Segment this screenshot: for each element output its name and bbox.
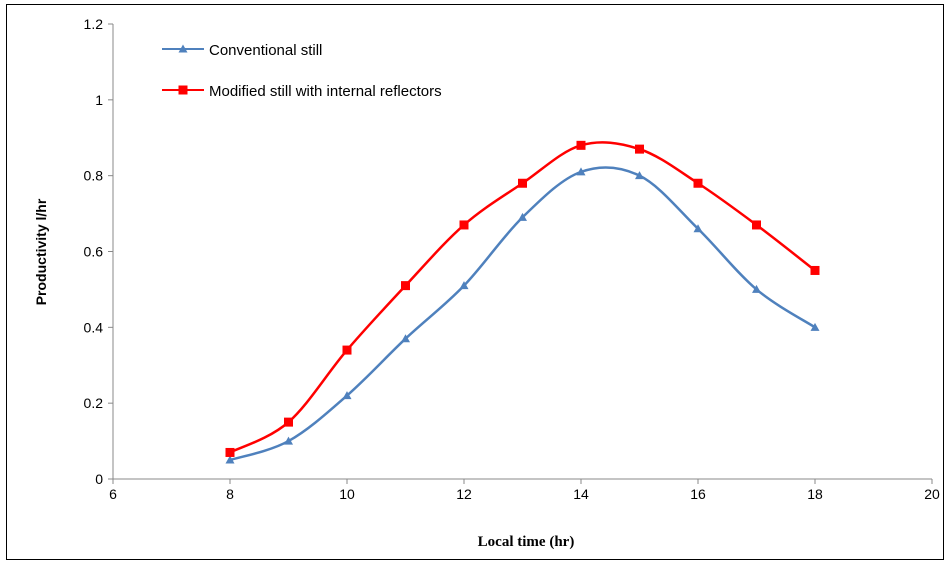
series-line-conventional	[229, 166, 816, 462]
data-point-modified	[635, 144, 644, 154]
data-point-conventional	[518, 212, 527, 221]
y-tick-label: 0.6	[84, 244, 104, 260]
data-point-modified	[284, 417, 293, 427]
legend-item-conventional: Conventional still	[162, 42, 322, 59]
x-tick-label: 18	[807, 486, 823, 502]
data-point-conventional	[810, 322, 820, 331]
data-point-conventional	[752, 284, 761, 293]
x-axis-title: Local time (hr)	[478, 534, 575, 550]
data-point-conventional	[225, 455, 235, 464]
y-tick-label: 1.2	[84, 16, 104, 32]
data-point-modified	[810, 265, 820, 275]
y-axis-title: Productivity l/hr	[33, 198, 49, 305]
data-point-modified	[401, 281, 410, 291]
data-point-modified	[576, 140, 586, 150]
chart-frame	[6, 4, 944, 560]
series-line-modified	[229, 141, 816, 454]
legend-marker-square	[178, 85, 188, 95]
data-point-modified	[342, 345, 352, 355]
data-point-modified	[693, 178, 703, 188]
y-tick-label: 0.4	[84, 319, 104, 335]
x-tick-label: 10	[339, 486, 355, 502]
x-tick-label: 12	[456, 486, 472, 502]
data-point-modified	[225, 447, 235, 457]
legend-label-conventional: Conventional still	[209, 42, 322, 59]
x-tick-label: 8	[226, 486, 234, 502]
y-tick-label: 0	[95, 471, 103, 487]
legend-marker-triangle	[178, 44, 188, 53]
data-point-conventional	[284, 436, 293, 445]
x-tick-label: 6	[109, 486, 117, 502]
legend-label-modified: Modified still with internal reflectors	[209, 83, 442, 100]
data-point-modified	[752, 220, 761, 230]
x-tick-label: 14	[573, 486, 589, 502]
x-tick-label: 16	[690, 486, 706, 502]
x-tick-label: 20	[924, 486, 940, 502]
series-layer	[225, 140, 820, 464]
data-point-conventional	[401, 334, 410, 343]
legend-item-modified: Modified still with internal reflectors	[162, 83, 442, 100]
data-point-conventional	[635, 171, 644, 180]
legend: Conventional still Modified still with i…	[162, 42, 442, 100]
data-point-conventional	[342, 391, 352, 400]
y-tick-label: 0.8	[84, 168, 104, 184]
y-tick-label: 1	[95, 92, 103, 108]
axes: 0 0.2 0.4 0.6 0.8 1 1.2 6 8 10 12 14 16 18 20	[84, 16, 940, 502]
data-point-conventional	[459, 281, 469, 290]
data-point-conventional	[693, 224, 703, 233]
data-point-modified	[459, 220, 469, 230]
data-point-conventional	[576, 167, 586, 176]
data-point-modified	[518, 178, 527, 188]
y-tick-label: 0.2	[84, 395, 104, 411]
